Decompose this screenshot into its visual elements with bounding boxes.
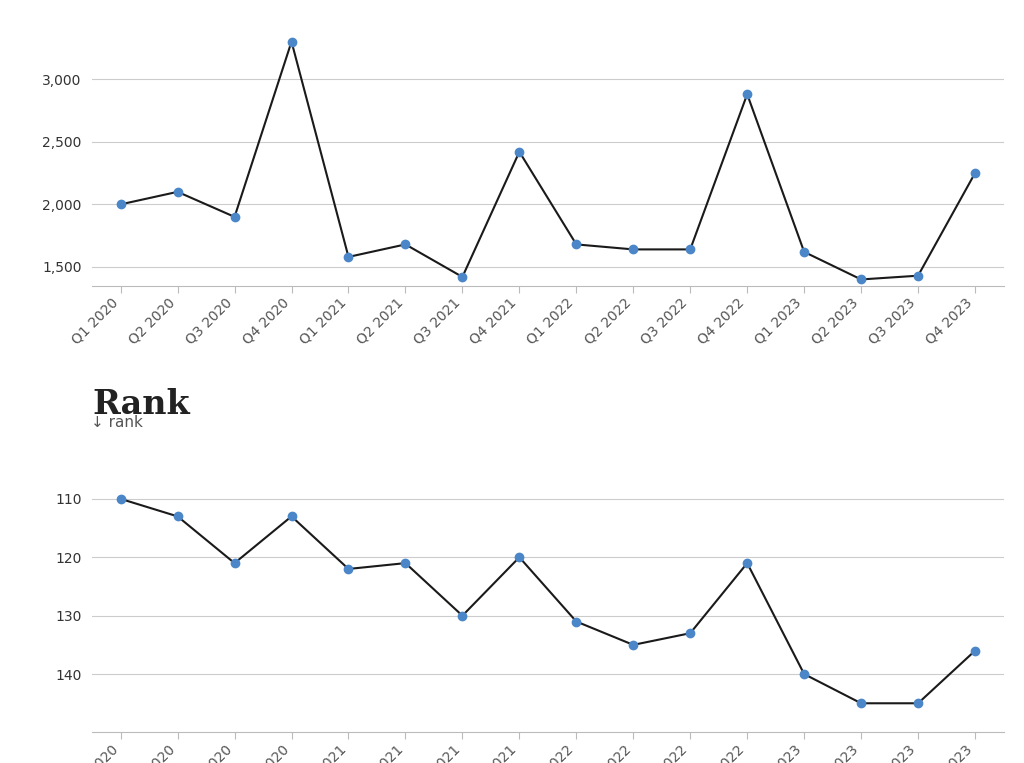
Text: ↓ rank: ↓ rank: [91, 415, 143, 430]
Text: Rank: Rank: [92, 388, 189, 421]
